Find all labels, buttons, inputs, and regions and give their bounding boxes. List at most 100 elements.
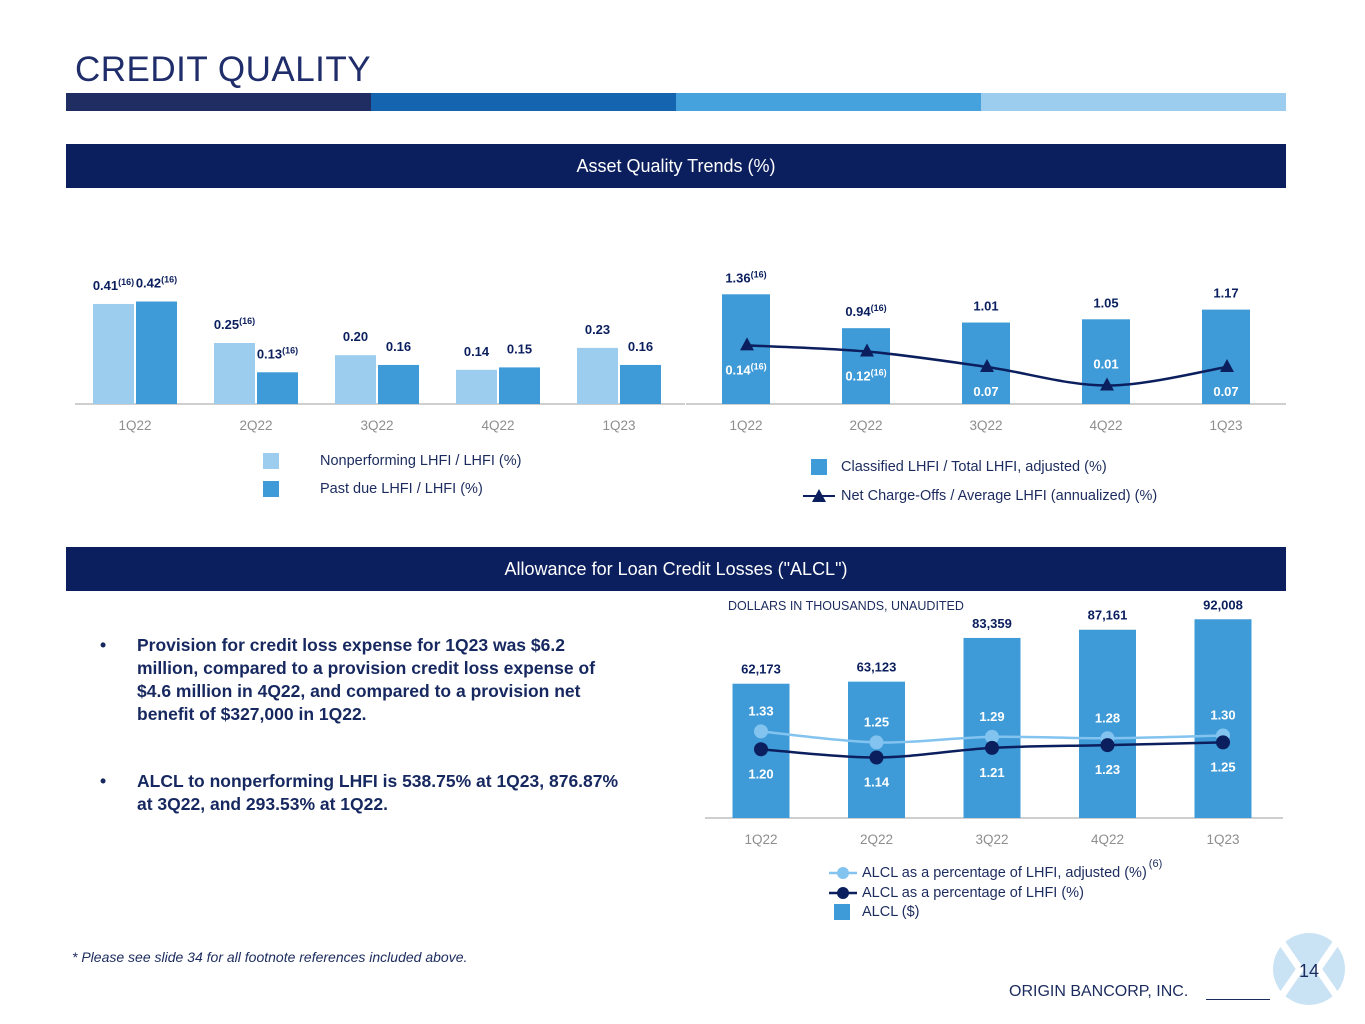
data-label: 1.30 [1210, 708, 1235, 723]
title-stripe-2 [371, 93, 676, 111]
data-label: 0.01 [1093, 356, 1118, 371]
bullet-item: • ALCL to nonperforming LHFI is 538.75% a… [100, 770, 620, 816]
legend-alcl-dollars: ALCL ($) [834, 904, 919, 920]
line-marker [1100, 738, 1115, 753]
line-marker [860, 343, 874, 357]
legend-label: Classified LHFI / Total LHFI, adjusted (… [841, 459, 1107, 475]
data-label: 1.17 [1213, 286, 1238, 301]
data-label: 0.42(16) [136, 275, 177, 291]
footnote: * Please see slide 34 for all footnote r… [72, 949, 468, 965]
data-label: 0.41(16) [93, 277, 134, 293]
bar [1079, 629, 1136, 818]
x-tick-label: 1Q23 [1209, 418, 1242, 433]
x-tick-label: 4Q22 [1089, 418, 1122, 433]
data-label: 1.21 [979, 765, 1004, 780]
data-label: 0.07 [973, 384, 998, 399]
data-label: 87,161 [1088, 608, 1128, 623]
legend-classified: Classified LHFI / Total LHFI, adjusted (… [811, 459, 1107, 475]
line-marker [985, 740, 999, 755]
title-stripe-4 [981, 93, 1286, 111]
circle-line-icon [829, 887, 857, 899]
data-label: 1.01 [973, 299, 998, 314]
legend-label: Net Charge-Offs / Average LHFI (annualiz… [841, 488, 1158, 504]
alcl-header: Allowance for Loan Credit Losses ("ALCL"… [66, 547, 1286, 591]
data-label: 1.23 [1095, 762, 1120, 777]
line-marker [980, 358, 994, 372]
bullet-item: • Provision for credit loss expense for 1… [100, 634, 620, 726]
x-tick-label: 1Q23 [1206, 832, 1239, 847]
legend-swatch-mid [263, 481, 279, 497]
legend-past-due: Past due LHFI / LHFI (%) [263, 481, 483, 497]
data-label: 83,359 [972, 616, 1012, 631]
legend-label: ALCL as a percentage of LHFI (%) [862, 885, 1084, 901]
bar [963, 637, 1021, 818]
data-label: 0.07 [1213, 384, 1238, 399]
data-label: 1.28 [1095, 710, 1120, 725]
legend-swatch-mid [811, 459, 827, 475]
bar [848, 681, 905, 818]
line-marker [985, 729, 999, 744]
bar [456, 369, 497, 404]
x-tick-label: 2Q22 [239, 418, 272, 433]
legend-charge-offs: Net Charge-Offs / Average LHFI (annualiz… [803, 487, 1157, 505]
data-label: 1.36(16) [725, 269, 766, 285]
line-marker [869, 750, 884, 765]
data-label: 0.15 [507, 341, 532, 356]
legend-footnote: (6) [1148, 858, 1163, 870]
data-label: 0.94(16) [845, 303, 886, 319]
bar [136, 301, 177, 404]
bullet-text: Provision for credit loss expense for 1Q… [137, 635, 596, 724]
bar [577, 347, 618, 404]
bullet-symbol: • [100, 635, 107, 655]
data-label: 0.16 [386, 339, 411, 354]
bar [378, 364, 419, 404]
data-label: 1.25 [864, 714, 889, 729]
x-tick-label: 4Q22 [481, 418, 514, 433]
data-label: 1.33 [748, 703, 773, 718]
line-marker [1216, 735, 1230, 750]
x-tick-label: 2Q22 [860, 832, 893, 847]
bar [1194, 619, 1252, 818]
commentary-list: • Provision for credit loss expense for 1… [100, 634, 620, 860]
title-stripe-3 [676, 93, 981, 111]
legend-swatch-light [263, 453, 279, 469]
title-stripe-1 [66, 93, 371, 111]
data-label: 92,008 [1203, 597, 1243, 612]
alcl-chart: 1Q22 62,173 2Q22 63,123 3Q22 83,359 4Q22 87,161… [705, 597, 1283, 847]
company-name: ORIGIN BANCORP, INC. [1009, 983, 1189, 1000]
data-label: 1.14 [864, 775, 890, 790]
data-label: 0.25(16) [214, 316, 255, 332]
bar [499, 367, 540, 404]
legend-label: Nonperforming LHFI / LHFI (%) [320, 453, 522, 469]
logo-emblem-icon [1273, 933, 1345, 1005]
line-marker [754, 742, 768, 757]
units-note: DOLLARS IN THOUSANDS, UNAUDITED [728, 599, 964, 613]
data-label: 0.16 [628, 339, 653, 354]
data-label: 0.14(16) [725, 361, 766, 377]
data-label: 0.23 [585, 322, 610, 337]
bar [214, 343, 255, 404]
x-tick-label: 2Q22 [849, 418, 882, 433]
legend-alcl-adjusted: ALCL as a percentage of LHFI, adjusted (… [829, 858, 1162, 882]
data-label: 1.20 [748, 766, 773, 781]
x-tick-label: 3Q22 [969, 418, 1002, 433]
bullet-text: ALCL to nonperforming LHFI is 538.75% at… [137, 771, 619, 814]
bar [257, 372, 298, 404]
x-tick-label: 1Q22 [744, 832, 777, 847]
bar [842, 328, 890, 404]
data-label: 0.20 [343, 329, 368, 344]
line-marker [740, 337, 754, 351]
data-label: 0.14 [464, 344, 490, 359]
classified-chargeoffs-chart: 1Q22 1.36(16) 2Q22 0.94(16) 3Q22 1.01 4Q22 1.05… [686, 269, 1286, 433]
line-marker [1220, 358, 1234, 372]
line-marker [869, 735, 884, 750]
legend-swatch-mid [834, 904, 850, 920]
bar [620, 364, 661, 404]
page-number: 14 [1299, 961, 1320, 981]
company-underline [1206, 999, 1270, 1000]
legend-label: Past due LHFI / LHFI (%) [320, 481, 483, 497]
triangle-line-icon [803, 489, 835, 502]
asset-quality-header: Asset Quality Trends (%) [66, 144, 1286, 188]
data-label: 0.12(16) [845, 368, 886, 384]
line-marker [754, 724, 768, 739]
